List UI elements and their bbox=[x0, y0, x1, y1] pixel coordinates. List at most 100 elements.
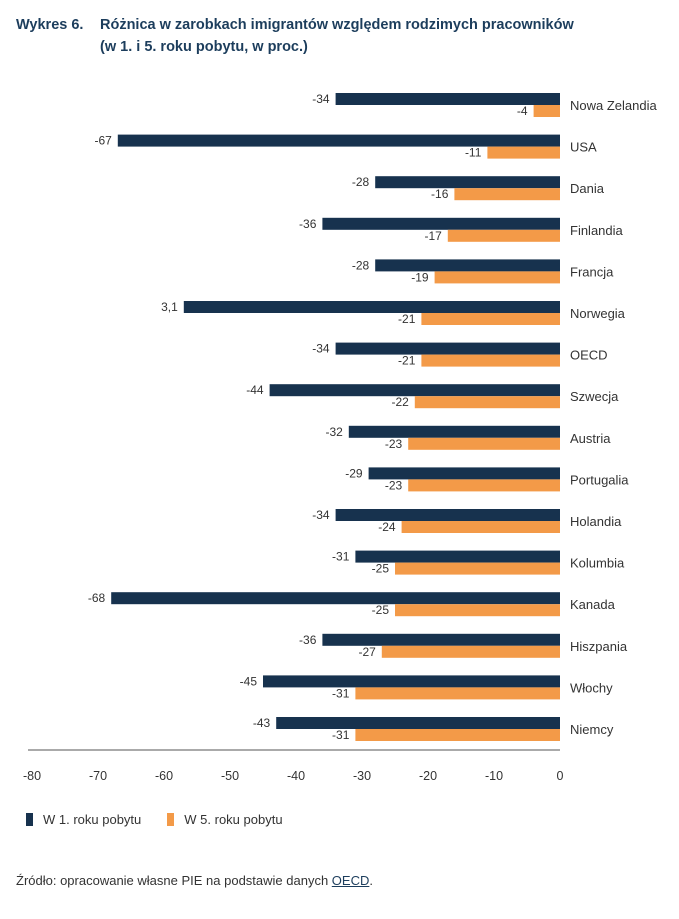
bar-niemcy-series-1 bbox=[276, 717, 560, 729]
category-label-norwegia: Norwegia bbox=[570, 306, 626, 321]
data-label-austria-series-1: -32 bbox=[325, 425, 343, 439]
data-label-hiszpania-series-2: -27 bbox=[358, 645, 376, 659]
data-label-niemcy-series-2: -31 bbox=[332, 728, 350, 742]
bar-oecd-series-2 bbox=[421, 354, 560, 367]
category-label-holandia: Holandia bbox=[570, 514, 622, 529]
bar-norwegia-series-2 bbox=[421, 313, 560, 325]
bar-finlandia-series-2 bbox=[447, 229, 560, 242]
data-label-dania-series-1: -28 bbox=[352, 175, 370, 189]
category-label-niemcy: Niemcy bbox=[570, 722, 614, 737]
bar-nowa-zelandia-series-2 bbox=[533, 105, 560, 117]
data-label-szwecja-series-1: -44 bbox=[246, 383, 264, 397]
category-label-kolumbia: Kolumbia bbox=[570, 556, 625, 571]
category-label-usa: USA bbox=[570, 140, 597, 155]
data-label-włochy-series-2: -31 bbox=[332, 686, 350, 700]
x-tick-label-2: -60 bbox=[155, 769, 173, 783]
category-label-dania: Dania bbox=[570, 181, 605, 196]
bar-holandia-series-1 bbox=[335, 509, 560, 521]
data-label-usa-series-1: -67 bbox=[94, 134, 112, 148]
bar-usa-series-2 bbox=[487, 146, 560, 159]
bar-dania-series-1 bbox=[375, 176, 560, 189]
x-tick-label-0: -80 bbox=[23, 769, 41, 783]
bar-hiszpania-series-2 bbox=[381, 645, 560, 658]
x-tick-label-1: -70 bbox=[89, 769, 107, 783]
chart-subtitle: (w 1. i 5. roku pobytu, w proc.) bbox=[100, 39, 308, 55]
bar-szwecja-series-1 bbox=[269, 384, 560, 397]
data-label-holandia-series-1: -34 bbox=[312, 508, 330, 522]
category-label-portugalia: Portugalia bbox=[570, 472, 629, 487]
bar-hiszpania-series-1 bbox=[322, 633, 560, 646]
bar-kolumbia-series-1 bbox=[355, 550, 560, 563]
category-label-włochy: Włochy bbox=[570, 680, 613, 695]
bar-holandia-series-2 bbox=[401, 521, 560, 533]
data-label-dania-series-2: -16 bbox=[431, 187, 449, 201]
legend-swatch-series-1 bbox=[26, 813, 33, 826]
legend-item-series-1: W 1. roku pobytu bbox=[26, 812, 141, 827]
bar-finlandia-series-1 bbox=[322, 217, 560, 230]
bar-oecd-series-1 bbox=[335, 342, 560, 355]
data-label-norwegia-series-1: 3,1 bbox=[161, 300, 178, 314]
x-tick-label-7: -10 bbox=[485, 769, 503, 783]
bar-niemcy-series-2 bbox=[355, 729, 560, 741]
bar-chart: -34 -4 Nowa Zelandia -67 -11 USA -28 -16 Dania -3… bbox=[23, 92, 658, 783]
bar-szwecja-series-2 bbox=[414, 396, 560, 409]
x-tick-label-5: -30 bbox=[353, 769, 371, 783]
legend: W 1. roku pobytu W 5. roku pobytu bbox=[26, 812, 309, 827]
data-label-usa-series-2: -11 bbox=[465, 146, 482, 160]
x-tick-label-8: 0 bbox=[557, 769, 564, 783]
bar-austria-series-2 bbox=[408, 437, 560, 450]
data-label-włochy-series-1: -45 bbox=[240, 674, 258, 688]
bar-portugalia-series-2 bbox=[408, 479, 560, 492]
bar-norwegia-series-1 bbox=[183, 301, 561, 313]
legend-label-series-1: W 1. roku pobytu bbox=[43, 812, 142, 827]
category-label-austria: Austria bbox=[570, 431, 611, 446]
bar-portugalia-series-1 bbox=[368, 467, 560, 480]
data-label-francja-series-2: -19 bbox=[411, 270, 429, 284]
bar-austria-series-1 bbox=[348, 425, 560, 438]
data-label-kolumbia-series-1: -31 bbox=[332, 550, 350, 564]
bar-usa-series-1 bbox=[117, 134, 561, 147]
source-suffix: . bbox=[369, 873, 373, 888]
x-tick-label-3: -50 bbox=[221, 769, 239, 783]
legend-item-series-2: W 5. roku pobytu bbox=[167, 812, 283, 827]
source-link-oecd[interactable]: OECD bbox=[331, 873, 370, 888]
chart-title-block: Wykres 6. Różnica w zarobkach imigrantów… bbox=[16, 14, 666, 58]
data-label-kanada-series-2: -25 bbox=[372, 603, 390, 617]
data-label-oecd-series-1: -34 bbox=[312, 342, 330, 356]
bar-francja-series-2 bbox=[434, 271, 560, 284]
data-label-nowa-zelandia-series-2: -4 bbox=[517, 104, 528, 118]
bar-nowa-zelandia-series-1 bbox=[335, 93, 560, 105]
data-label-portugalia-series-2: -23 bbox=[385, 478, 403, 492]
bar-kolumbia-series-2 bbox=[395, 562, 560, 575]
category-label-hiszpania: Hiszpania bbox=[570, 639, 628, 654]
chart-title: Różnica w zarobkach imigrantów względem … bbox=[100, 17, 574, 33]
source-prefix: Źródło: opracowanie własne PIE na podsta… bbox=[16, 873, 332, 888]
category-label-nowa-zelandia: Nowa Zelandia bbox=[570, 98, 657, 113]
data-label-oecd-series-2: -21 bbox=[398, 354, 416, 368]
category-label-szwecja: Szwecja bbox=[570, 389, 619, 404]
bar-francja-series-1 bbox=[375, 259, 560, 272]
data-label-portugalia-series-1: -29 bbox=[345, 466, 363, 480]
data-label-kanada-series-1: -68 bbox=[88, 591, 106, 605]
bar-dania-series-2 bbox=[454, 188, 560, 201]
bar-kanada-series-2 bbox=[395, 604, 560, 617]
data-label-francja-series-1: -28 bbox=[352, 258, 370, 272]
x-tick-label-4: -40 bbox=[287, 769, 305, 783]
source-note: Źródło: opracowanie własne PIE na podsta… bbox=[16, 873, 373, 888]
category-label-francja: Francja bbox=[570, 264, 614, 279]
data-label-nowa-zelandia-series-1: -34 bbox=[312, 92, 330, 106]
data-label-finlandia-series-1: -36 bbox=[299, 217, 317, 231]
bar-kanada-series-1 bbox=[111, 592, 560, 605]
category-label-oecd: OECD bbox=[570, 348, 608, 363]
data-label-norwegia-series-2: -21 bbox=[398, 312, 416, 326]
data-label-kolumbia-series-2: -25 bbox=[372, 562, 390, 576]
chart-number: Wykres 6. bbox=[16, 17, 84, 33]
data-label-finlandia-series-2: -17 bbox=[424, 229, 442, 243]
bar-włochy-series-2 bbox=[355, 687, 560, 700]
category-label-finlandia: Finlandia bbox=[570, 223, 624, 238]
legend-swatch-series-2 bbox=[167, 813, 175, 826]
data-label-szwecja-series-2: -22 bbox=[391, 395, 409, 409]
data-label-austria-series-2: -23 bbox=[385, 437, 403, 451]
data-label-hiszpania-series-1: -36 bbox=[299, 633, 317, 647]
legend-label-series-2: W 5. roku pobytu bbox=[184, 812, 283, 827]
